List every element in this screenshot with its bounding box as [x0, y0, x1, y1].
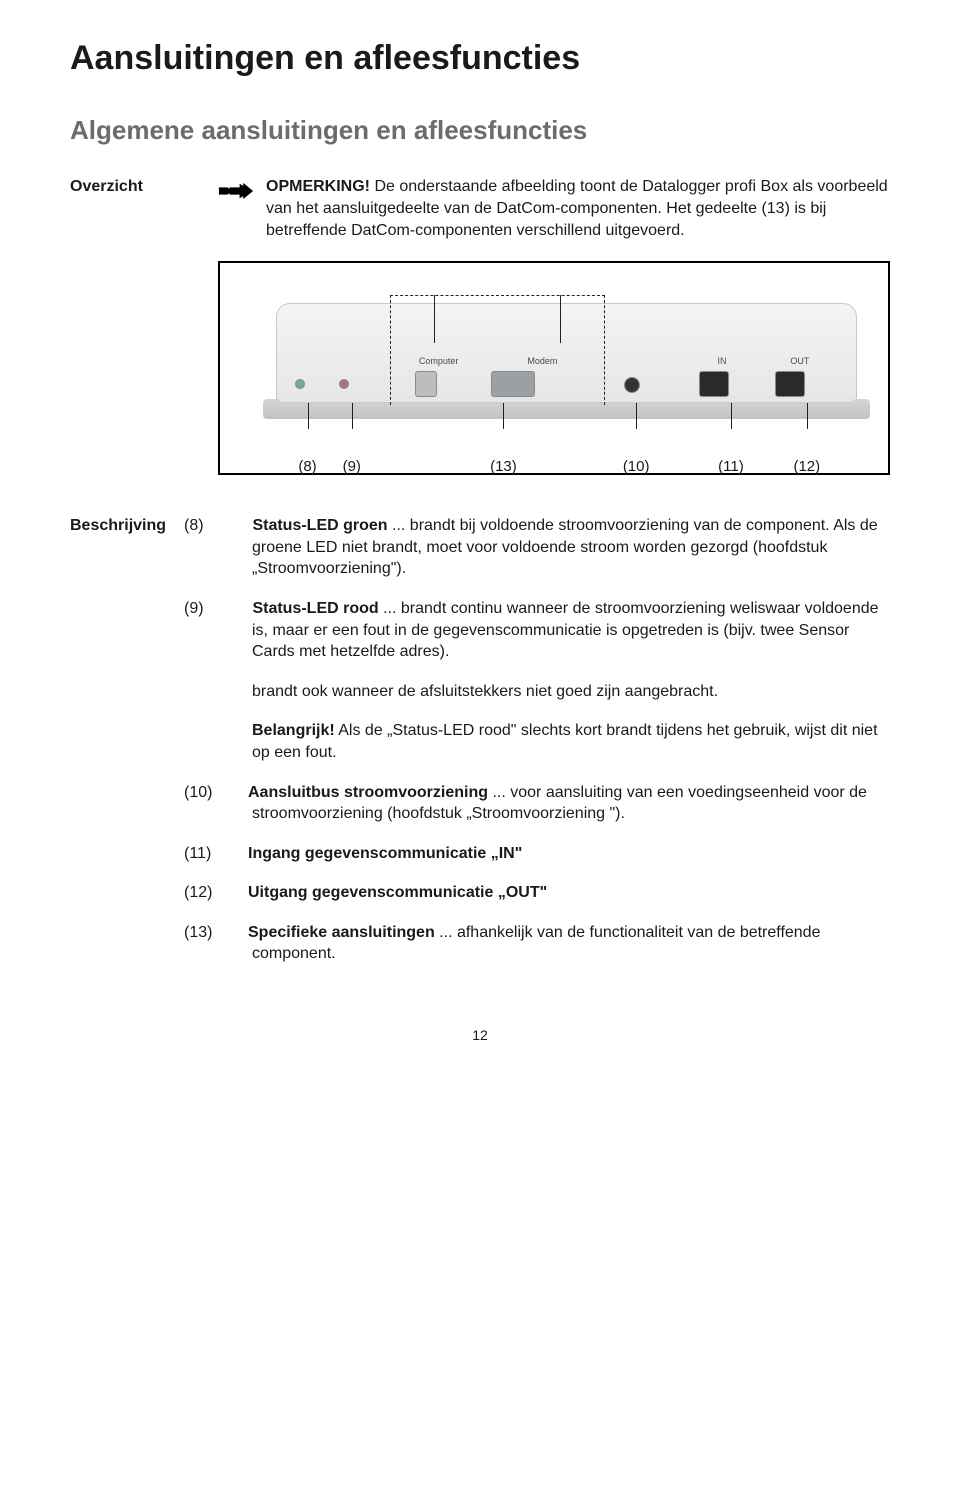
- desc-sub-2: Belangrijk! Als de „Status-LED rood" sle…: [218, 720, 890, 763]
- lead-line: [731, 403, 732, 429]
- desc-sub-text: Als de „Status-LED rood" slechts kort br…: [252, 722, 878, 761]
- callout-8: (8): [298, 457, 316, 477]
- desc-title: Specifieke aansluitingen: [248, 924, 435, 941]
- port-label-out: OUT: [788, 355, 812, 367]
- desc-item-11: (11)Ingang gegevenscommunicatie „IN": [218, 843, 890, 865]
- port-usb: [415, 371, 437, 397]
- callout-9: (9): [343, 457, 361, 477]
- desc-num: (8): [218, 515, 248, 537]
- port-label-modem: Modem: [522, 355, 562, 367]
- desc-num: (13): [218, 922, 248, 944]
- callout-12: (12): [793, 457, 820, 477]
- overview-row: Overzicht OPMERKING! De onderstaande afb…: [70, 176, 890, 475]
- description-side-label: Beschrijving: [70, 515, 190, 535]
- desc-item-9: (9) Status-LED rood ... brandt continu w…: [218, 598, 890, 663]
- port-label-in: IN: [712, 355, 732, 367]
- callout-13: (13): [490, 457, 517, 477]
- page-title: Aansluitingen en afleesfuncties: [70, 40, 890, 77]
- page-number: 12: [70, 1027, 890, 1043]
- note-label: OPMERKING!: [266, 178, 370, 195]
- desc-sub-bold: Belangrijk!: [252, 722, 335, 739]
- port-rj45-out: [775, 371, 805, 397]
- lead-line: [352, 403, 353, 429]
- desc-title: Uitgang gegevenscommunicatie „OUT": [248, 884, 547, 901]
- callout-10: (10): [623, 457, 650, 477]
- desc-title: Status-LED groen: [252, 517, 387, 534]
- callout-11: (11): [718, 457, 744, 477]
- note-paragraph: OPMERKING! De onderstaande afbeelding to…: [266, 176, 890, 241]
- device-figure: Computer Modem IN OUT: [218, 261, 890, 475]
- description-content: (8) Status-LED groen ... brandt bij vold…: [218, 515, 890, 983]
- lead-line: [636, 403, 637, 429]
- desc-item-8: (8) Status-LED groen ... brandt bij vold…: [218, 515, 890, 580]
- pointing-hand-icon: [218, 176, 254, 206]
- desc-num: (11): [218, 843, 248, 865]
- note-row: OPMERKING! De onderstaande afbeelding to…: [218, 176, 890, 241]
- desc-title: Status-LED rood: [252, 600, 378, 617]
- lead-line: [503, 403, 504, 429]
- port-label-computer: Computer: [409, 355, 469, 367]
- port-rj45-in: [699, 371, 729, 397]
- overview-content: OPMERKING! De onderstaande afbeelding to…: [218, 176, 890, 475]
- desc-title: Ingang gegevenscommunicatie „IN": [248, 845, 522, 862]
- lead-line: [807, 403, 808, 429]
- desc-sub-1: brandt ook wanneer de afsluitstekkers ni…: [218, 681, 890, 703]
- desc-item-12: (12)Uitgang gegevenscommunicatie „OUT": [218, 882, 890, 904]
- section-title: Algemene aansluitingen en afleesfuncties: [70, 115, 890, 146]
- lead-line: [560, 295, 561, 343]
- overview-side-label: Overzicht: [70, 176, 190, 196]
- lead-line: [308, 403, 309, 429]
- description-row: Beschrijving (8) Status-LED groen ... br…: [70, 515, 890, 983]
- device-illustration: Computer Modem IN OUT: [238, 289, 870, 459]
- desc-num: (10): [218, 782, 248, 804]
- lead-line: [434, 295, 435, 343]
- desc-num: (12): [218, 882, 248, 904]
- port-led-green: [295, 379, 305, 389]
- desc-item-10: (10)Aansluitbus stroomvoorziening ... vo…: [218, 782, 890, 825]
- port-serial: [491, 371, 535, 397]
- desc-title: Aansluitbus stroomvoorziening: [248, 784, 488, 801]
- desc-num: (9): [218, 598, 248, 620]
- desc-item-13: (13)Specifieke aansluitingen ... afhanke…: [218, 922, 890, 965]
- port-power: [624, 377, 640, 393]
